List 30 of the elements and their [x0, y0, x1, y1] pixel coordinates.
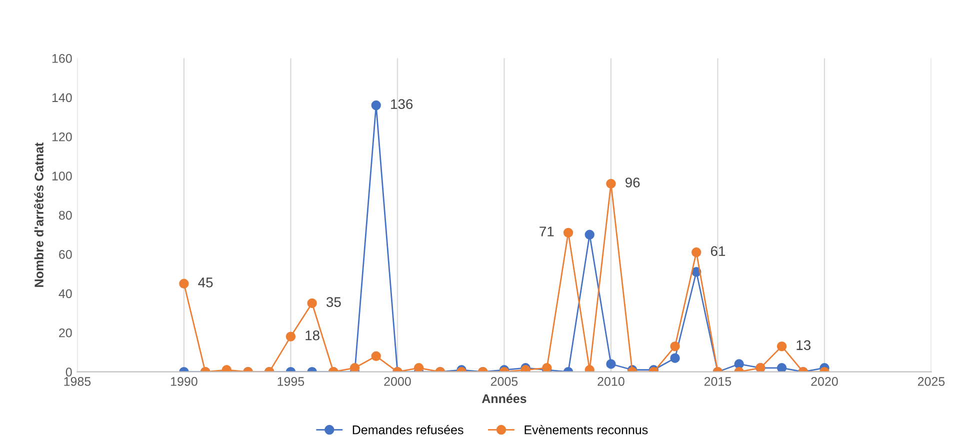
y-tick-label: 60 — [59, 250, 72, 259]
data-label: 35 — [326, 297, 341, 307]
y-tick-label: 0 — [66, 368, 72, 376]
y-tick-label: 40 — [58, 289, 72, 298]
y-tick-label: 20 — [59, 328, 72, 338]
data-label: 13 — [796, 340, 810, 350]
y-tick-label: 160 — [52, 54, 72, 63]
x-axis-title: Années — [482, 394, 526, 404]
data-label: 45 — [198, 278, 213, 288]
x-tick-label: 1985 — [64, 377, 91, 386]
x-tick-label: 2025 — [918, 377, 945, 386]
y-tick-label: 140 — [52, 93, 72, 102]
x-tick-label: 2000 — [384, 377, 411, 386]
x-tick-label: 2010 — [598, 377, 624, 386]
data-label: 71 — [540, 226, 554, 236]
legend-label: Evènements reconnus — [524, 424, 648, 434]
x-tick-label: 2015 — [704, 377, 732, 386]
x-tick-label: 1995 — [278, 377, 304, 386]
x-tick-label: 1990 — [171, 377, 198, 386]
y-tick-label: 100 — [52, 172, 72, 180]
legend-label: Demandes refusées — [352, 424, 464, 434]
x-tick-label: 2020 — [811, 377, 838, 386]
data-label: 18 — [306, 330, 320, 340]
y-tick-label: 80 — [58, 210, 72, 220]
x-tick-label: 2005 — [490, 377, 518, 386]
y-axis-title: Nombre d'arrêtés Catnat — [34, 142, 44, 287]
y-tick-label: 120 — [52, 132, 72, 142]
data-label: 136 — [391, 99, 413, 110]
data-label: 96 — [626, 178, 640, 188]
data-label: 61 — [710, 246, 726, 256]
